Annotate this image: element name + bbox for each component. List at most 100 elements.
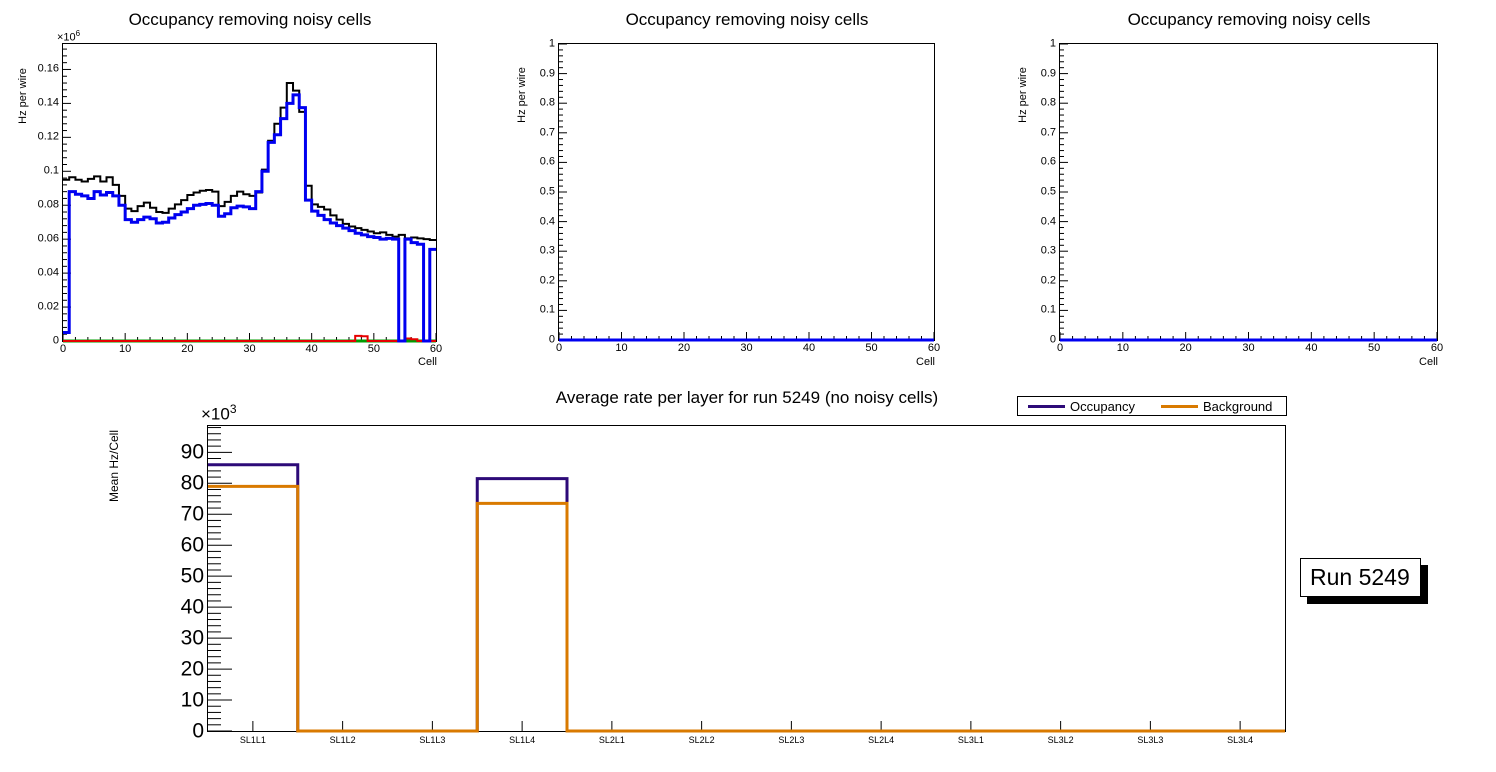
x-tick-label: 30 — [1242, 342, 1255, 354]
background-line-swatch — [1161, 405, 1198, 408]
y-tick-label: 0 — [1049, 333, 1056, 346]
y-tick-label: 0.8 — [539, 96, 555, 109]
chart-title-average-rate: Average rate per layer for run 5249 (no … — [555, 388, 939, 407]
y-tick-label: 1 — [1049, 37, 1056, 50]
y-tick-label: 0.3 — [1040, 244, 1056, 257]
x-tick-label: 0 — [1056, 342, 1064, 354]
plot-frame-average-rate: 0 10 20 30 40 50 60 70 80 90 SL1L1 SL1L2 SL1L3 SL1L4 S… — [181, 425, 1286, 745]
category-label-sl3l2: SL3L2 — [1047, 735, 1074, 745]
y-tick-label: 0.02 — [37, 300, 59, 313]
y-tick-label: 0 — [548, 333, 555, 346]
y-axis-title-occupancy-1: Hz per wire — [17, 68, 29, 124]
y-axis-exponent-occupancy-1: ×106 — [57, 29, 81, 44]
x-tick-label: 30 — [243, 343, 256, 355]
category-label-sl2l3: SL2L3 — [778, 735, 805, 745]
y-axis-title-average-rate: Mean Hz/Cell — [107, 429, 121, 503]
plot-frame-occupancy-1: 0 0.02 0.04 0.06 0.08 0.1 0.12 0.14 0.16 0 10 20 30 4… — [38, 43, 442, 355]
y-tick-label: 0.8 — [1040, 96, 1056, 109]
chart-title-occupancy-1: Occupancy removing noisy cells — [128, 10, 372, 29]
x-tick-label: 50 — [865, 342, 878, 354]
x-tick-label: 10 — [119, 343, 132, 355]
x-axis-title-occupancy-3: Cell — [1419, 356, 1438, 368]
y-tick-label: 0 — [52, 334, 59, 347]
category-label-sl2l4: SL2L4 — [868, 735, 895, 745]
y-tick-label: 0.2 — [539, 274, 555, 287]
series-occupancy-clean-blue — [63, 93, 436, 343]
category-label-sl3l3: SL3L3 — [1137, 735, 1164, 745]
y-tick-label: 0.12 — [37, 130, 59, 143]
y-tick-label: 0.06 — [37, 232, 59, 245]
chart-title-occupancy-2: Occupancy removing noisy cells — [625, 10, 869, 29]
y-tick-label: 60 — [180, 533, 204, 557]
y-tick-label: 0.5 — [1040, 185, 1056, 198]
category-label-sl1l2: SL1L2 — [329, 735, 356, 745]
legend: Occupancy Background — [1017, 396, 1287, 416]
y-tick-label: 0.5 — [539, 185, 555, 198]
x-tick-label: 0 — [555, 342, 563, 354]
series-occupancy — [208, 463, 1285, 733]
chart-title-occupancy-3: Occupancy removing noisy cells — [1127, 10, 1371, 29]
y-tick-label: 1 — [548, 37, 555, 50]
series-occupancy-total-black — [63, 82, 436, 242]
y-tick-label: 80 — [180, 471, 204, 495]
legend-label-occupancy: Occupancy — [1070, 399, 1136, 414]
x-tick-label: 40 — [305, 343, 318, 355]
y-tick-label: 0.7 — [1040, 126, 1056, 139]
category-label-sl3l4: SL3L4 — [1227, 735, 1254, 745]
x-tick-label: 20 — [181, 343, 194, 355]
y-tick-label: 0.1 — [43, 164, 59, 177]
x-tick-label: 30 — [740, 342, 753, 354]
y-tick-label: 0.6 — [539, 155, 555, 168]
x-tick-label: 10 — [615, 342, 628, 354]
y-tick-label: 0.2 — [1040, 274, 1056, 287]
x-tick-label: 40 — [802, 342, 816, 354]
plot-frame-occupancy-2: 0 0.1 0.2 0.3 0.4 0.5 0.6 0.7 0.8 0.9 1 0 10 20 30 40 50… — [540, 38, 940, 354]
x-tick-label: 10 — [1116, 342, 1129, 354]
y-tick-label: 0.4 — [1040, 215, 1056, 228]
y-tick-label: 0.04 — [37, 266, 59, 279]
y-tick-label: 40 — [180, 595, 204, 619]
x-tick-label: 0 — [59, 343, 67, 355]
legend-label-background: Background — [1203, 399, 1273, 414]
y-tick-label: 30 — [180, 626, 204, 650]
y-tick-label: 0.1 — [539, 303, 555, 316]
y-tick-label: 0.1 — [1040, 303, 1056, 316]
y-tick-label: 70 — [180, 502, 204, 526]
category-label-sl1l3: SL1L3 — [419, 735, 446, 745]
x-tick-label: 50 — [1368, 342, 1381, 354]
category-label-sl2l1: SL2L1 — [598, 735, 625, 745]
y-tick-label: 0.08 — [37, 198, 59, 211]
x-axis-title-occupancy-1: Cell — [418, 356, 437, 368]
y-tick-label: 0.16 — [37, 62, 59, 75]
x-tick-label: 40 — [1305, 342, 1318, 354]
series-background — [208, 484, 1285, 733]
run-number-box: Run 5249 — [1300, 558, 1421, 597]
y-tick-label: 0 — [192, 719, 204, 743]
x-axis-title-occupancy-2: Cell — [916, 356, 935, 368]
y-tick-label: 0.7 — [539, 126, 555, 139]
category-label-sl2l2: SL2L2 — [688, 735, 715, 745]
y-tick-label: 20 — [180, 657, 204, 681]
y-tick-label: 0.14 — [37, 96, 59, 109]
y-tick-label: 0.9 — [1040, 67, 1056, 80]
y-tick-label: 0.6 — [1040, 155, 1056, 168]
x-tick-label: 20 — [1179, 342, 1192, 354]
series-noisy-cells-red — [63, 334, 436, 342]
x-tick-label: 20 — [677, 342, 691, 354]
x-tick-label: 60 — [927, 342, 941, 354]
y-tick-label: 0.9 — [539, 67, 555, 80]
y-tick-label: 0.4 — [539, 215, 555, 228]
occupancy-line-swatch — [1028, 405, 1065, 408]
x-tick-label: 60 — [429, 343, 443, 355]
category-label-sl1l1: SL1L1 — [239, 735, 266, 745]
run-number-label: Run 5249 — [1310, 564, 1410, 590]
category-label-sl1l4: SL1L4 — [509, 735, 536, 745]
y-axis-exponent-average-rate: ×103 — [201, 402, 237, 424]
y-tick-label: 0.3 — [539, 244, 555, 257]
category-label-sl3l1: SL3L1 — [957, 735, 984, 745]
x-tick-label: 50 — [367, 343, 380, 355]
y-axis-title-occupancy-2: Hz per wire — [516, 67, 528, 123]
y-axis-title-occupancy-3: Hz per wire — [1017, 67, 1029, 123]
y-tick-label: 90 — [180, 440, 204, 464]
